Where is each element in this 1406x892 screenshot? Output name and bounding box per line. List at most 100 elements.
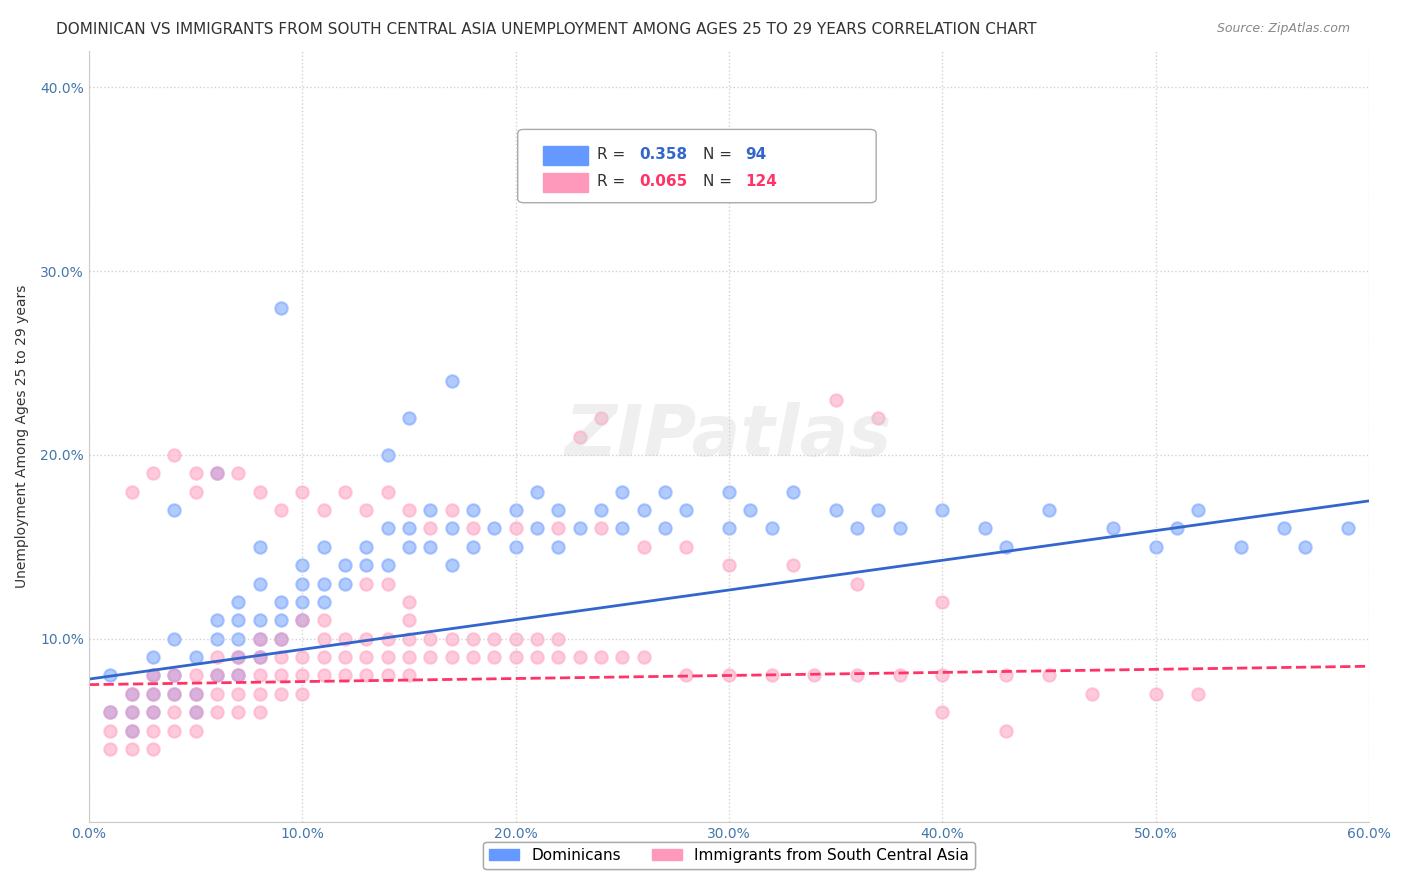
Point [205, 687, 228, 701]
Point [995, 540, 1018, 554]
Point [461, 632, 484, 646]
Point [868, 411, 890, 425]
Point [419, 650, 441, 665]
Point [291, 576, 314, 591]
Bar [543, 145, 588, 165]
Point [249, 540, 271, 554]
Text: 124: 124 [745, 174, 778, 189]
Point [270, 301, 292, 315]
Point [717, 558, 740, 573]
Point [440, 521, 463, 535]
Point [354, 632, 377, 646]
Point [184, 467, 207, 481]
Point [633, 503, 655, 517]
Point [377, 448, 399, 462]
Point [291, 613, 314, 627]
Point [333, 668, 356, 682]
Point [633, 540, 655, 554]
Point [98, 742, 121, 756]
Point [612, 521, 634, 535]
Point [377, 576, 399, 591]
Point [121, 705, 143, 719]
Point [270, 613, 292, 627]
Point [505, 650, 527, 665]
Point [312, 503, 335, 517]
Point [782, 558, 804, 573]
Point [505, 540, 527, 554]
Text: 94: 94 [745, 147, 766, 162]
Point [675, 503, 697, 517]
Point [142, 668, 165, 682]
Point [291, 687, 314, 701]
Point [675, 668, 697, 682]
Y-axis label: Unemployment Among Ages 25 to 29 years: Unemployment Among Ages 25 to 29 years [15, 285, 30, 588]
Point [312, 613, 335, 627]
Point [846, 668, 869, 682]
Point [291, 484, 314, 499]
Point [184, 650, 207, 665]
Point [312, 576, 335, 591]
Text: N =: N = [703, 174, 737, 189]
Point [377, 632, 399, 646]
Point [121, 687, 143, 701]
Point [547, 521, 569, 535]
Point [761, 521, 783, 535]
Point [354, 650, 377, 665]
Point [547, 650, 569, 665]
Point [419, 632, 441, 646]
Point [354, 668, 377, 682]
Point [249, 668, 271, 682]
Point [931, 503, 953, 517]
Point [226, 467, 249, 481]
Point [98, 705, 121, 719]
Point [184, 723, 207, 738]
Text: DOMINICAN VS IMMIGRANTS FROM SOUTH CENTRAL ASIA UNEMPLOYMENT AMONG AGES 25 TO 29: DOMINICAN VS IMMIGRANTS FROM SOUTH CENTR… [56, 22, 1036, 37]
Point [121, 687, 143, 701]
Point [1230, 540, 1253, 554]
Point [526, 521, 548, 535]
Point [398, 668, 420, 682]
Point [270, 632, 292, 646]
Point [440, 503, 463, 517]
Point [1337, 521, 1360, 535]
Text: ZIPatlas: ZIPatlas [565, 402, 893, 471]
Point [226, 687, 249, 701]
Point [931, 595, 953, 609]
Point [163, 687, 186, 701]
Point [461, 650, 484, 665]
Point [931, 705, 953, 719]
Point [824, 392, 846, 407]
Point [398, 521, 420, 535]
Point [249, 613, 271, 627]
Bar [543, 173, 588, 192]
Point [526, 632, 548, 646]
Point [163, 668, 186, 682]
Point [291, 650, 314, 665]
Point [184, 668, 207, 682]
Point [1272, 521, 1295, 535]
Point [761, 668, 783, 682]
Point [354, 558, 377, 573]
Point [184, 687, 207, 701]
Point [505, 521, 527, 535]
Point [461, 503, 484, 517]
Text: 0.358: 0.358 [640, 147, 688, 162]
Point [889, 668, 911, 682]
Point [205, 613, 228, 627]
Point [633, 650, 655, 665]
Point [333, 576, 356, 591]
Point [142, 687, 165, 701]
Point [270, 650, 292, 665]
Point [377, 521, 399, 535]
Point [354, 540, 377, 554]
Point [995, 668, 1018, 682]
Point [226, 650, 249, 665]
Point [312, 650, 335, 665]
Point [270, 632, 292, 646]
Point [505, 503, 527, 517]
Point [270, 595, 292, 609]
Point [440, 650, 463, 665]
Point [142, 668, 165, 682]
Point [398, 613, 420, 627]
Point [461, 521, 484, 535]
